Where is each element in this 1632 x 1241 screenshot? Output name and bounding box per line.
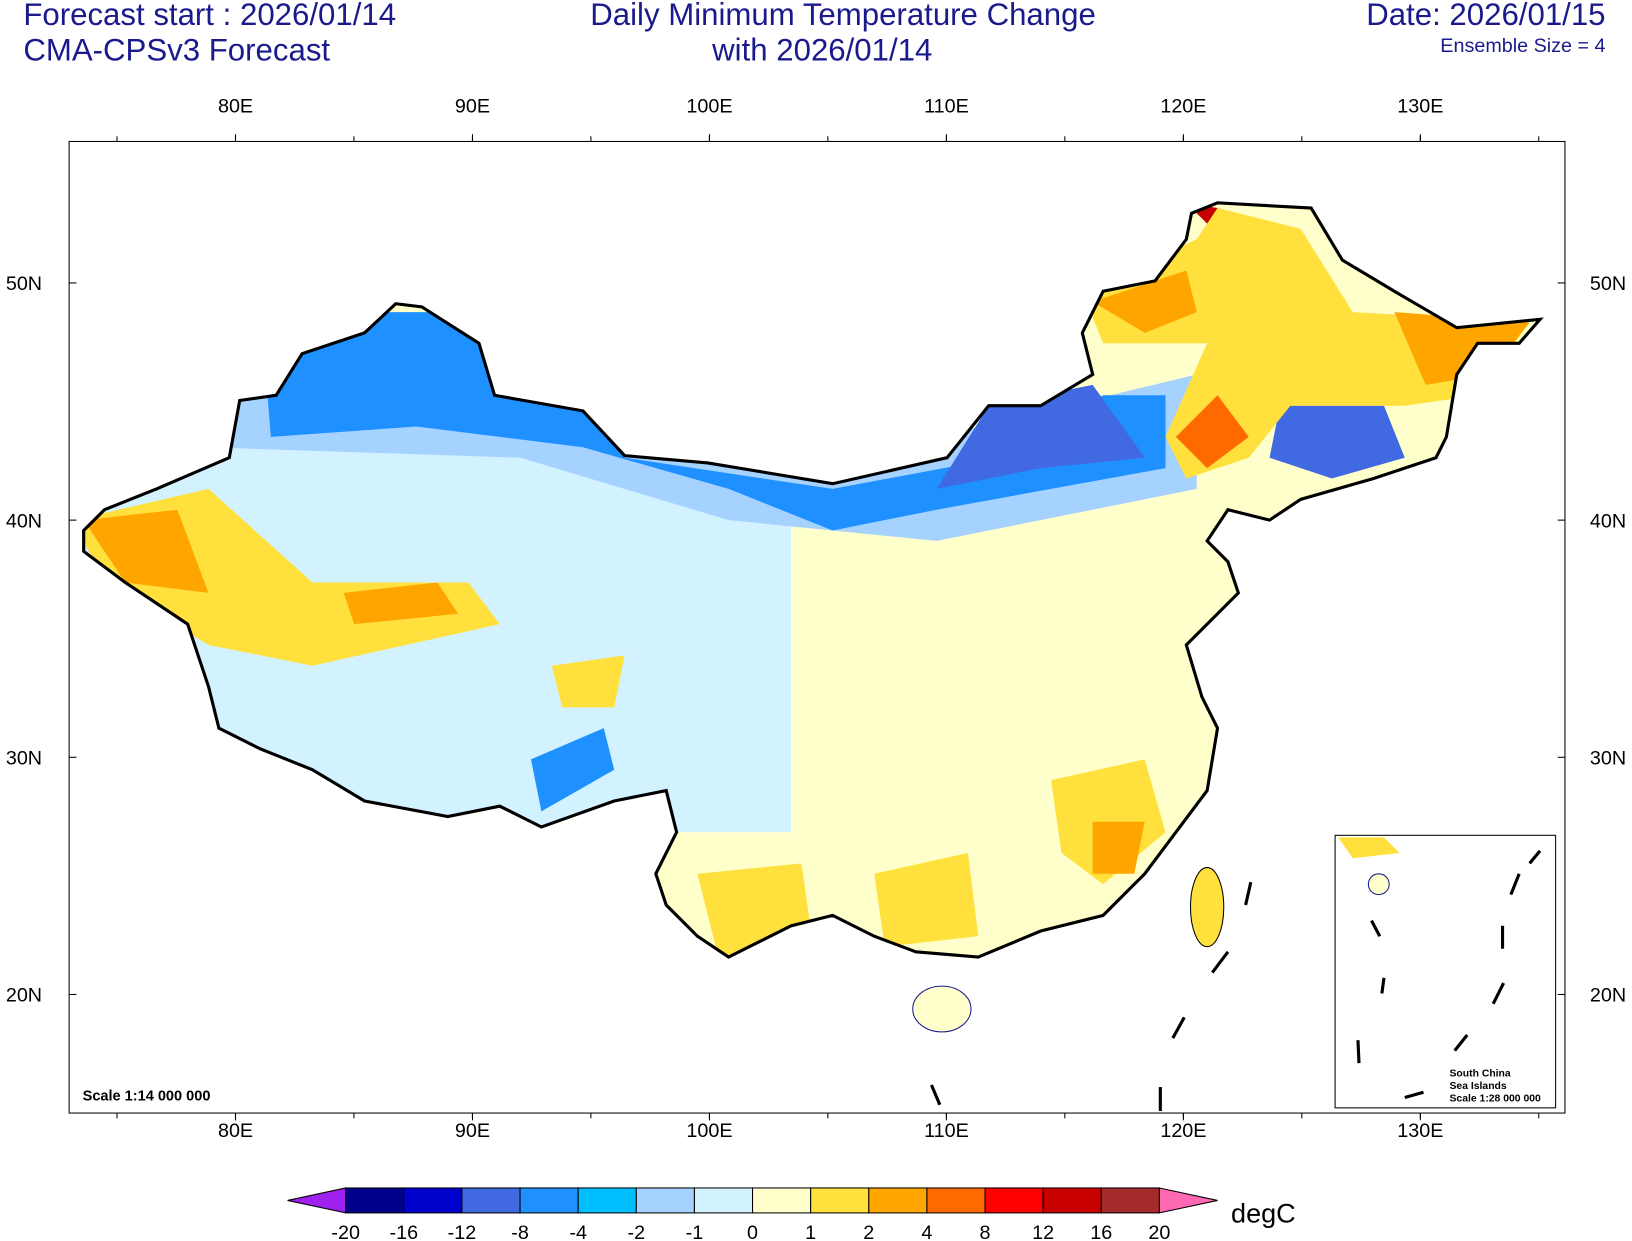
colorbar-label: 4 <box>921 1222 932 1241</box>
lat-label: 50N <box>1590 273 1626 295</box>
lat-label: 40N <box>1590 510 1626 532</box>
colorbar-label: -16 <box>390 1222 419 1241</box>
colorbar-box <box>693 1187 754 1214</box>
map-frame <box>68 140 1566 1114</box>
lon-label: 130E <box>1397 95 1443 117</box>
colorbar-box <box>461 1187 521 1214</box>
title-line: Daily Minimum Temperature Change <box>590 0 1096 32</box>
lon-label: 80E <box>218 1120 253 1142</box>
lon-label: 120E <box>1160 95 1206 117</box>
hainan <box>912 985 972 1033</box>
colorbar-box <box>1100 1187 1160 1214</box>
lon-label: 130E <box>1397 1120 1443 1142</box>
colorbar-triangle <box>287 1187 347 1214</box>
colorbar-label: 20 <box>1148 1222 1170 1241</box>
colorbar-box <box>345 1187 405 1214</box>
lon-label: 110E <box>924 1120 969 1142</box>
colorbar-unit: degC <box>1231 1198 1296 1228</box>
title-line: with 2026/01/14 <box>711 32 932 67</box>
taiwan <box>1189 867 1225 948</box>
nine-dash-line <box>930 881 1253 1111</box>
colorbar-label: -12 <box>448 1222 477 1241</box>
lon-label: 120E <box>1160 1120 1206 1142</box>
colorbar-box <box>984 1187 1044 1214</box>
colorbar-box <box>403 1187 463 1214</box>
ensemble-size: Ensemble Size = 4 <box>1440 35 1605 57</box>
lon-label: 100E <box>686 1120 732 1142</box>
colorbar-label: -8 <box>511 1222 529 1241</box>
colorbar-box <box>810 1187 870 1214</box>
colorbar-triangle <box>1158 1187 1218 1214</box>
lat-label: 20N <box>6 985 42 1007</box>
colorbar-label: 2 <box>863 1222 874 1241</box>
lat-label: 50N <box>6 273 42 295</box>
colorbar-box <box>868 1187 928 1214</box>
lon-label: 90E <box>455 95 490 117</box>
colorbar-label: -1 <box>686 1222 704 1241</box>
lon-label: 110E <box>924 95 969 117</box>
colorbar-label: 16 <box>1090 1222 1112 1241</box>
inset-label: South China <box>1450 1069 1511 1080</box>
lon-label: 90E <box>455 1120 490 1142</box>
colorbar-box <box>926 1187 986 1214</box>
lat-label: 30N <box>1590 748 1626 770</box>
inset-label: Scale 1:28 000 000 <box>1450 1094 1542 1105</box>
colorbar-label: 8 <box>980 1222 991 1241</box>
colorbar-box <box>635 1187 695 1214</box>
colorbar-label: -4 <box>569 1222 587 1241</box>
colorbar-label: 1 <box>805 1222 816 1241</box>
map-scale: Scale 1:14 000 000 <box>83 1089 211 1105</box>
colorbar-box <box>519 1187 579 1214</box>
colorbar-label: -20 <box>331 1222 360 1241</box>
colorbar-box <box>577 1187 637 1214</box>
inset-label: Sea Islands <box>1450 1081 1507 1092</box>
colorbar-label: -2 <box>628 1222 646 1241</box>
lon-label: 80E <box>218 95 253 117</box>
model-name: CMA-CPSv3 Forecast <box>23 32 330 67</box>
lat-label: 40N <box>6 510 42 532</box>
lat-label: 20N <box>1590 985 1626 1007</box>
inset: South China Sea Islands Scale 1:28 000 0… <box>1334 834 1557 1109</box>
date: Date: 2026/01/15 <box>1366 0 1605 32</box>
colorbar-box <box>1042 1187 1102 1214</box>
colorbar-box <box>752 1187 812 1214</box>
colorbar-label: 0 <box>747 1222 758 1241</box>
lon-label: 100E <box>686 95 732 117</box>
forecast-start: Forecast start : 2026/01/14 <box>23 0 396 32</box>
colorbar-label: 12 <box>1032 1222 1054 1241</box>
lat-label: 30N <box>6 748 42 770</box>
